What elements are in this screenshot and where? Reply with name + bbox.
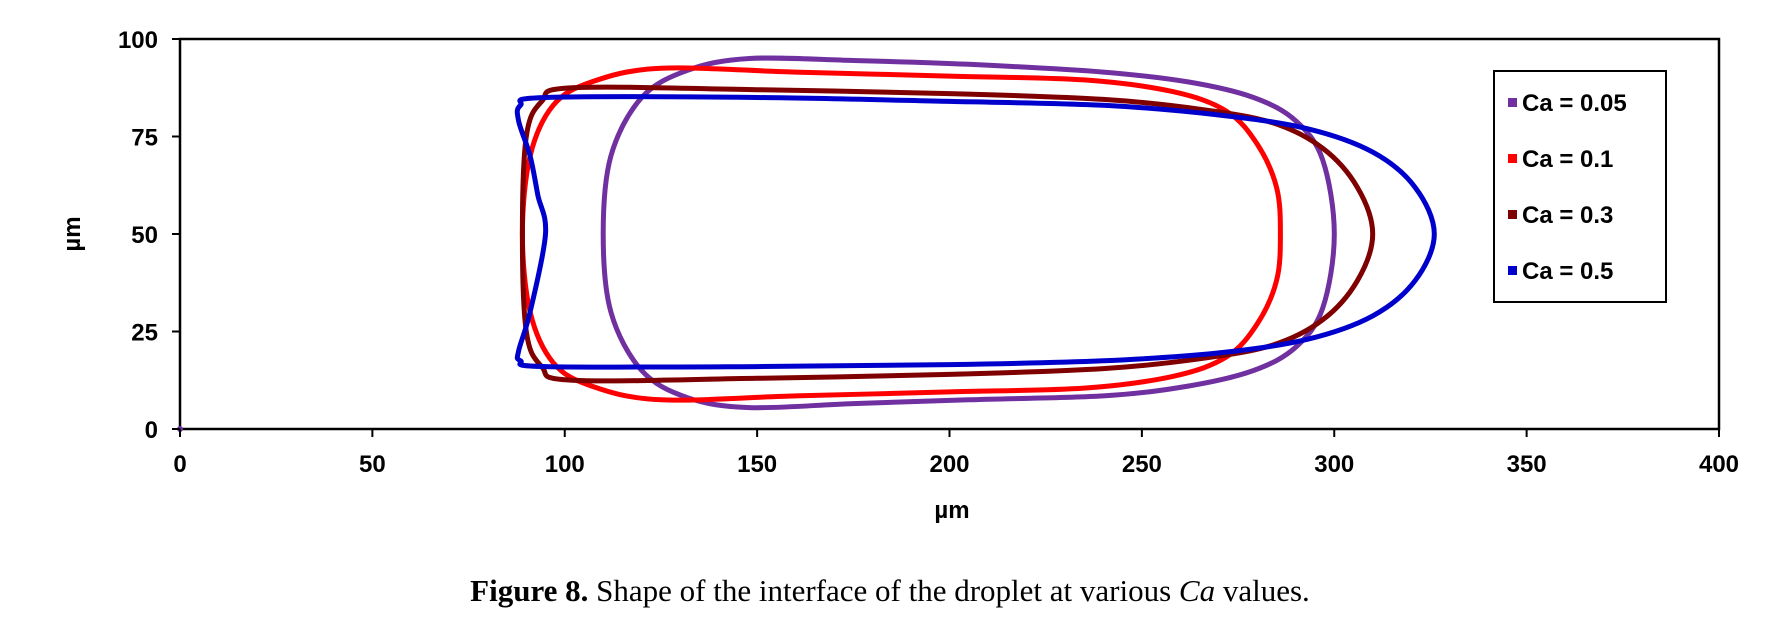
- x-tick-label: 250: [1122, 451, 1162, 478]
- y-tick-label: 0: [145, 417, 158, 444]
- legend-marker-2: [1508, 154, 1517, 163]
- legend-marker-1: [1508, 98, 1517, 107]
- y-axis-title: µm: [59, 216, 86, 251]
- x-tick-label: 150: [737, 451, 777, 478]
- legend-label-1: Ca = 0.05: [1522, 90, 1627, 117]
- x-axis-ticks: 0 50 100 150 200 250 300 350 400: [173, 429, 1739, 478]
- x-axis-title: µm: [934, 497, 969, 524]
- caption-text-before: Shape of the interface of the droplet at…: [588, 573, 1179, 608]
- x-tick-label: 350: [1507, 451, 1547, 478]
- legend-label-3: Ca = 0.3: [1522, 202, 1613, 229]
- caption-label: Figure 8.: [470, 573, 589, 608]
- y-axis-ticks: 0 25 50 75 100: [118, 27, 180, 444]
- series-curves: [177, 55, 1437, 432]
- y-tick-label: 100: [118, 27, 158, 54]
- legend-box: [1493, 70, 1667, 303]
- legend-label-2: Ca = 0.1: [1522, 146, 1613, 173]
- series-curve-1: [600, 55, 1337, 411]
- figure-caption: Figure 8. Shape of the interface of the …: [0, 573, 1780, 609]
- legend: Ca = 0.05 Ca = 0.1 Ca = 0.3 Ca = 0.5: [1493, 70, 1667, 303]
- caption-text-after: values.: [1215, 573, 1310, 608]
- plot-area: [178, 37, 1721, 431]
- chart: 0 50 100 150 200 250 300 350 400 0 25 50 75 100 µm µ…: [59, 27, 1739, 524]
- caption-italic-term: Ca: [1178, 573, 1216, 608]
- x-tick-label: 100: [545, 451, 585, 478]
- x-tick-label: 0: [173, 451, 186, 478]
- legend-marker-3: [1508, 210, 1517, 219]
- y-tick-label: 75: [131, 125, 158, 152]
- series-curve-4: [514, 94, 1437, 370]
- x-tick-label: 300: [1314, 451, 1354, 478]
- y-tick-label: 25: [131, 320, 158, 347]
- legend-marker-4: [1508, 266, 1517, 275]
- x-tick-label: 200: [929, 451, 969, 478]
- x-tick-label: 50: [359, 451, 386, 478]
- legend-label-4: Ca = 0.5: [1522, 258, 1613, 285]
- y-tick-label: 50: [131, 222, 158, 249]
- x-tick-label: 400: [1699, 451, 1739, 478]
